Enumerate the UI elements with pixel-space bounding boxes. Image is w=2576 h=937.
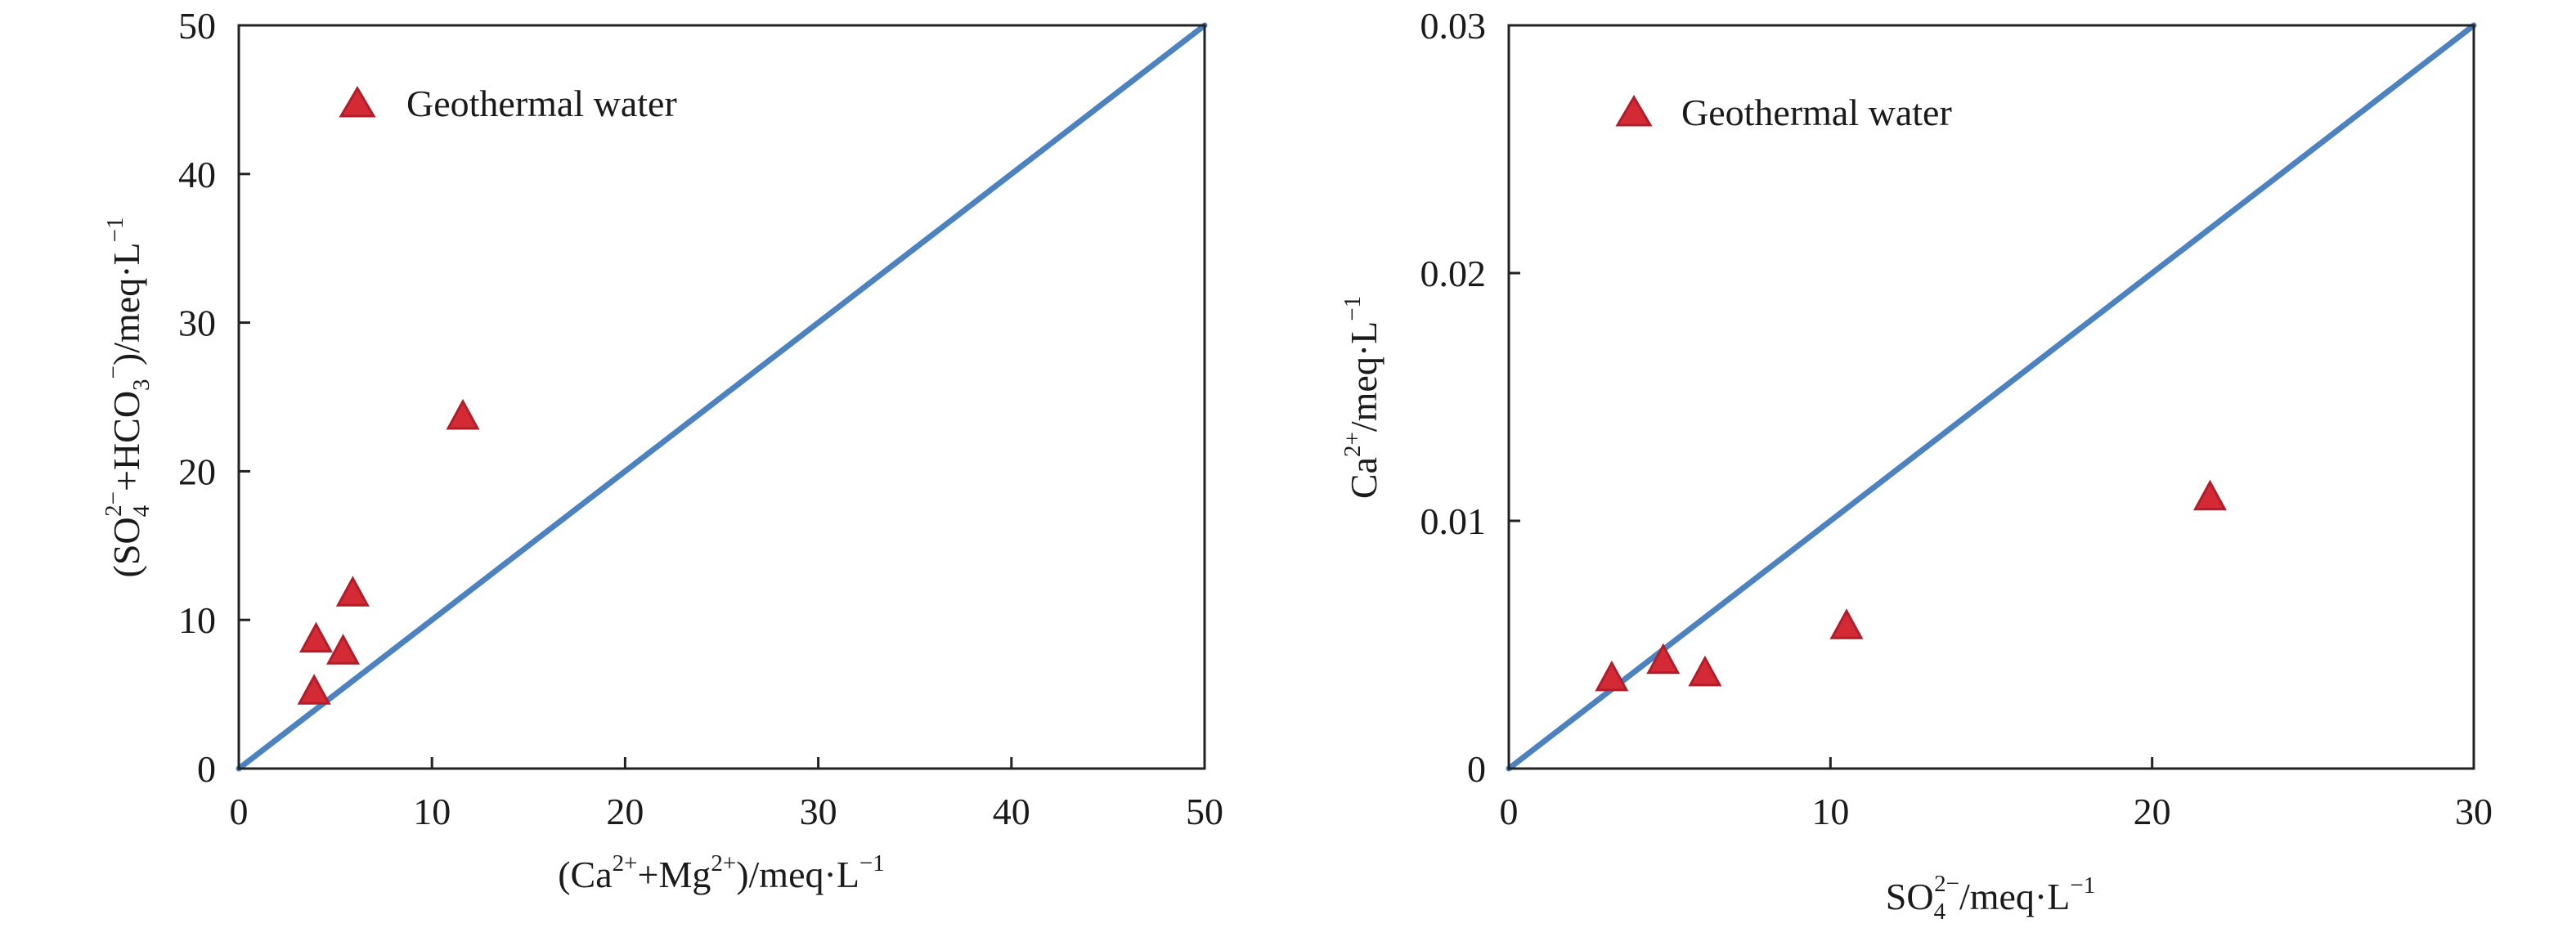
data-point xyxy=(335,576,370,607)
data-point xyxy=(1646,643,1681,675)
data-points xyxy=(297,398,480,705)
x-tick-label: 10 xyxy=(1811,791,1849,832)
reference-line-stroke xyxy=(1506,22,2477,772)
x-tick-label: 20 xyxy=(2134,791,2171,832)
x-tick-label: 10 xyxy=(413,791,451,832)
x-axis-ticks: 0 10 20 30 xyxy=(1500,757,2493,832)
y-tick-label: 20 xyxy=(178,451,216,492)
reference-line xyxy=(1506,22,2477,772)
x-tick-label: 40 xyxy=(993,791,1030,832)
y-tick-label: 0.01 xyxy=(1420,500,1487,542)
x-tick-label: 50 xyxy=(1186,791,1223,832)
legend: Geothermal water xyxy=(339,83,677,124)
x-axis-title: (Ca2++Mg2+)/meq·L−1 xyxy=(558,850,885,895)
x-tick-label: 30 xyxy=(800,791,837,832)
legend-marker xyxy=(1615,95,1653,127)
legend-marker xyxy=(339,86,376,118)
y-tick-label: 50 xyxy=(178,5,216,47)
x-tick-label: 20 xyxy=(606,791,644,832)
x-tick-label: 0 xyxy=(1500,791,1519,832)
legend: Geothermal water xyxy=(1615,92,1952,133)
x-axis-ticks: 0 10 20 30 40 50 xyxy=(230,757,1223,832)
data-point xyxy=(2192,479,2227,511)
chart-left: 0 10 20 30 40 50 0 10 20 30 40 50 Geothermal water… xyxy=(101,5,1223,895)
x-tick-label: 30 xyxy=(2455,791,2493,832)
y-tick-label: 40 xyxy=(178,154,216,195)
y-axis-ticks: 0 10 20 30 40 50 xyxy=(178,5,250,790)
data-point xyxy=(297,674,331,705)
y-axis-ticks: 0 0.01 0.02 0.03 xyxy=(1420,5,1520,790)
plot-frame xyxy=(1507,24,2475,770)
y-tick-label: 10 xyxy=(178,599,216,641)
data-point xyxy=(446,398,480,430)
data-points xyxy=(1595,479,2227,692)
data-point xyxy=(326,634,361,665)
legend-label: Geothermal water xyxy=(1681,92,1952,133)
y-tick-label: 0 xyxy=(1467,748,1486,790)
x-tick-label: 0 xyxy=(230,791,249,832)
y-tick-label: 0.03 xyxy=(1420,5,1487,47)
y-tick-label: 30 xyxy=(178,303,216,344)
y-axis-title: Ca2+/meq·L−1 xyxy=(1340,296,1384,499)
data-point xyxy=(1595,660,1629,692)
plot-frame xyxy=(237,24,1206,770)
reference-line xyxy=(236,22,1208,772)
legend-label: Geothermal water xyxy=(406,83,677,124)
x-axis-title: SO42−/meq·L−1 xyxy=(1886,871,2095,925)
chart-right: 0 10 20 30 0 0.01 0.02 0.03 Geothermal water S… xyxy=(1340,5,2493,925)
reference-line-stroke xyxy=(236,22,1208,772)
data-point xyxy=(1688,655,1722,687)
y-tick-label: 0 xyxy=(197,748,216,790)
y-tick-label: 0.02 xyxy=(1420,253,1487,294)
data-point xyxy=(298,621,334,653)
data-point xyxy=(1829,608,1864,639)
y-axis-title: (SO42−+HCO3−)/meq·L−1 xyxy=(101,217,155,578)
